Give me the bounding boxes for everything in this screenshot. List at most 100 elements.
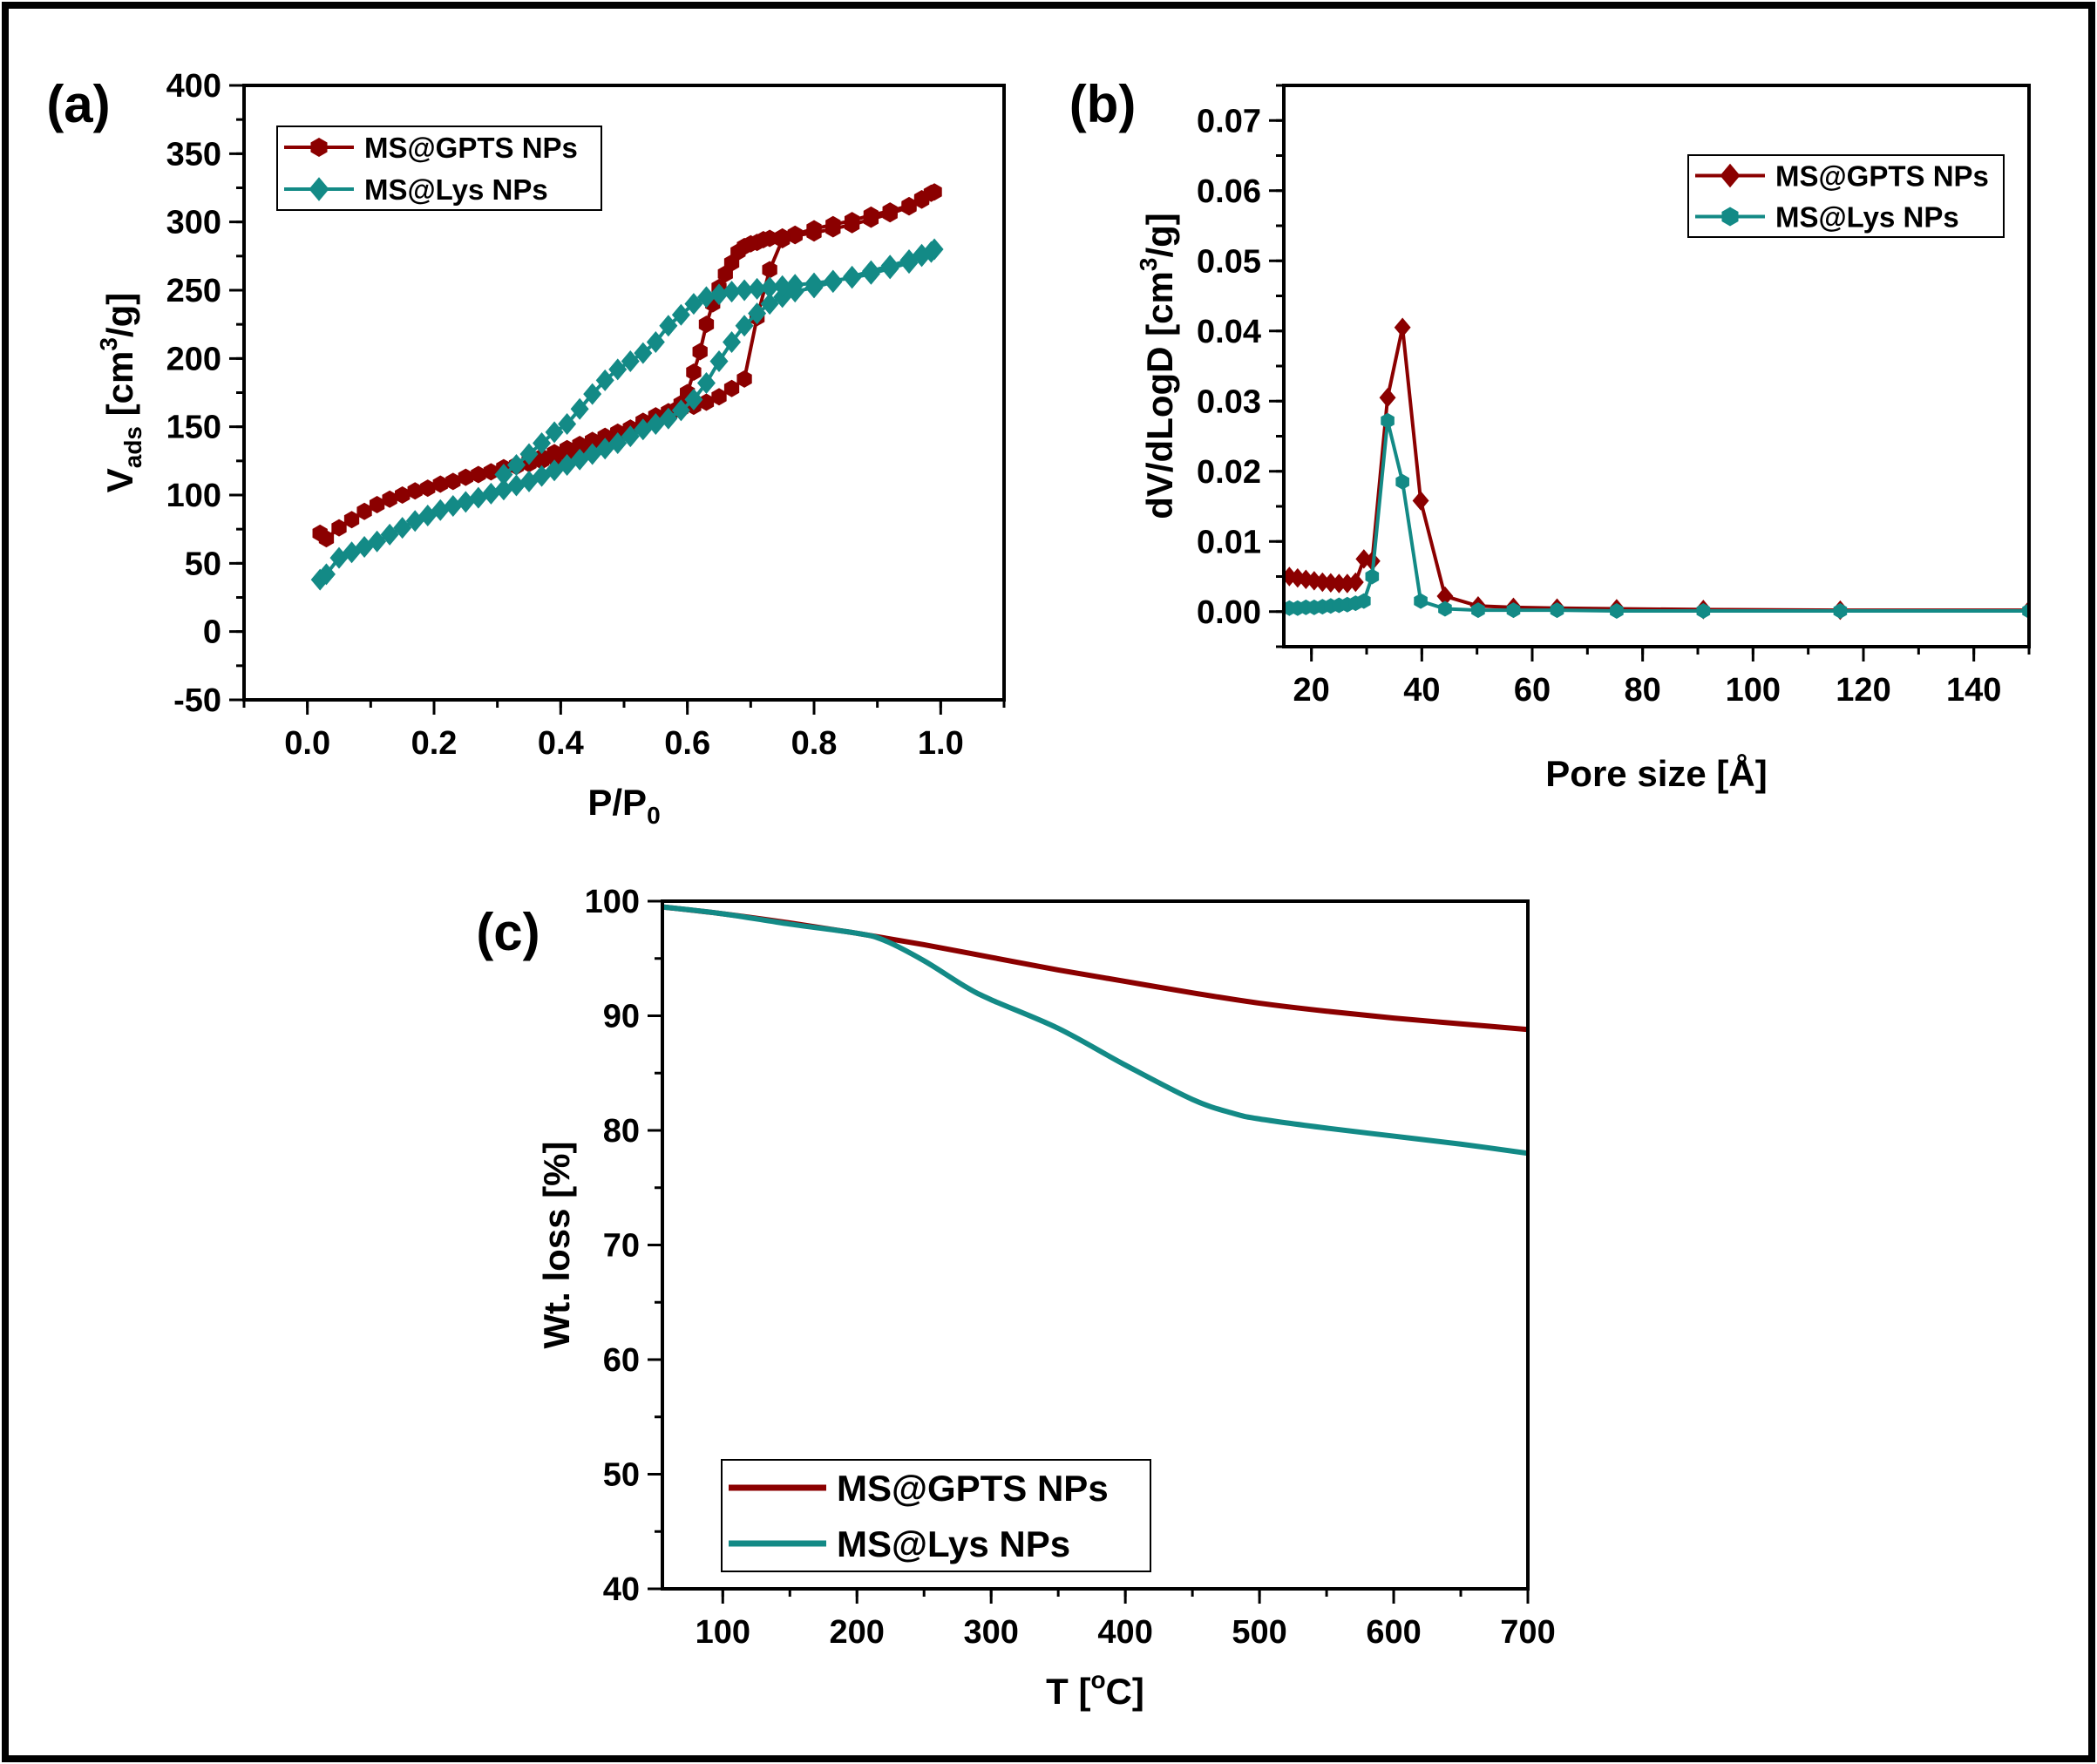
data-point — [723, 281, 742, 303]
data-point — [559, 439, 575, 458]
data-point — [760, 293, 779, 315]
label-part: Pore size [Å] — [1545, 753, 1767, 794]
series-lys — [310, 238, 944, 591]
data-point — [369, 495, 385, 513]
y-tick-label: 60 — [603, 1342, 640, 1379]
legend-box — [1687, 154, 2005, 238]
data-point — [711, 388, 727, 406]
label-part: ads — [119, 426, 146, 468]
data-point — [882, 205, 898, 223]
y-tick-label: 40 — [603, 1571, 640, 1608]
data-point — [572, 436, 587, 454]
y-tick-label: 0.04 — [1197, 314, 1261, 350]
data-point — [671, 399, 690, 422]
legend-swatch-marker — [310, 138, 328, 157]
legend-swatch-marker — [309, 177, 329, 201]
data-point — [913, 191, 930, 209]
series-line — [662, 904, 1528, 1157]
legend: MS@GPTS NPs MS@Lys NPs — [721, 1459, 1151, 1572]
y-tick-label: 400 — [166, 68, 221, 105]
data-point — [570, 397, 589, 420]
label-part: 3 — [1135, 258, 1162, 272]
x-tick-label: 80 — [1625, 672, 1661, 709]
data-point — [775, 227, 791, 246]
data-point — [671, 303, 690, 326]
data-point — [608, 358, 628, 381]
x-tick-label: 100 — [696, 1614, 750, 1651]
panel-c: 100 200 300 400 500 600 700 40 50 60 70 80 90 100 (c) T… — [476, 884, 1555, 1712]
y-tick-label: 0.07 — [1197, 103, 1261, 139]
label-part: /g] — [99, 293, 140, 337]
data-point — [804, 272, 824, 295]
data-point — [696, 286, 716, 309]
data-point — [380, 523, 399, 546]
legend: MS@GPTS NPs MS@Lys NPs — [276, 126, 602, 211]
data-point — [1357, 593, 1371, 609]
data-point — [1471, 602, 1485, 619]
data-point — [407, 482, 423, 500]
data-point — [1395, 473, 1409, 490]
legend: MS@GPTS NPs MS@Lys NPs — [1687, 154, 2005, 238]
x-tick-label: 300 — [963, 1614, 1018, 1651]
y-tick-label: 50 — [185, 546, 221, 582]
y-tick-label: 100 — [166, 478, 221, 514]
data-point — [659, 407, 678, 430]
data-point — [343, 511, 360, 529]
data-point — [785, 274, 804, 296]
data-point — [634, 342, 653, 364]
label-part: /g] — [1139, 213, 1180, 257]
data-point — [445, 472, 461, 491]
y-tick-label: 0.06 — [1197, 173, 1261, 210]
label-part: P/P — [587, 782, 647, 823]
data-point — [621, 349, 640, 372]
data-point — [646, 331, 665, 354]
data-point — [494, 478, 513, 501]
data-point — [913, 245, 932, 268]
data-point — [597, 427, 613, 445]
data-point — [469, 486, 488, 509]
y-tick-label: 80 — [603, 1113, 640, 1150]
y-tick-label: 0.03 — [1197, 383, 1261, 420]
data-point — [787, 227, 803, 245]
data-point — [735, 279, 754, 302]
y-tick-label: 150 — [166, 410, 221, 446]
series-layer — [310, 183, 944, 591]
data-point — [1696, 602, 1711, 619]
data-point — [844, 215, 860, 234]
data-point — [395, 486, 411, 504]
label-part: Wt. loss [%] — [536, 1142, 577, 1349]
y-tick-label: -50 — [173, 682, 221, 719]
data-point — [382, 490, 397, 508]
label-part: o — [1090, 1666, 1105, 1693]
legend-entry: MS@GPTS NPs — [1775, 159, 1989, 192]
x-tick-label: 0.6 — [664, 725, 710, 762]
plot-frame — [242, 84, 1006, 702]
data-point — [444, 495, 463, 518]
data-point — [659, 315, 678, 337]
data-point — [585, 431, 601, 450]
data-point — [735, 315, 754, 337]
data-point — [546, 444, 562, 462]
x-tick-label: 60 — [1514, 672, 1551, 709]
data-point — [901, 198, 917, 216]
data-point — [1414, 593, 1428, 609]
legend-entry: MS@Lys NPs — [837, 1523, 1070, 1564]
panel-label: (c) — [476, 903, 540, 961]
x-tick-label: 500 — [1232, 1614, 1286, 1651]
data-point — [863, 210, 879, 228]
data-point — [684, 293, 703, 315]
x-tick-label: 600 — [1366, 1614, 1421, 1651]
data-point — [545, 421, 564, 444]
data-point — [356, 502, 372, 520]
y-axis-title: Vads [cm3/g] — [95, 293, 146, 493]
y-axis-title: dV/dLogD [cm3/g] — [1135, 213, 1180, 519]
panel-label: (b) — [1069, 75, 1137, 133]
y-tick-label: 0.02 — [1197, 454, 1261, 491]
legend-swatch-marker — [1720, 163, 1741, 188]
data-point — [1365, 568, 1380, 585]
data-point — [692, 343, 708, 361]
data-point — [736, 370, 752, 388]
label-part: V — [99, 468, 140, 492]
legend-entry: MS@GPTS NPs — [364, 132, 578, 164]
data-point — [368, 530, 387, 553]
